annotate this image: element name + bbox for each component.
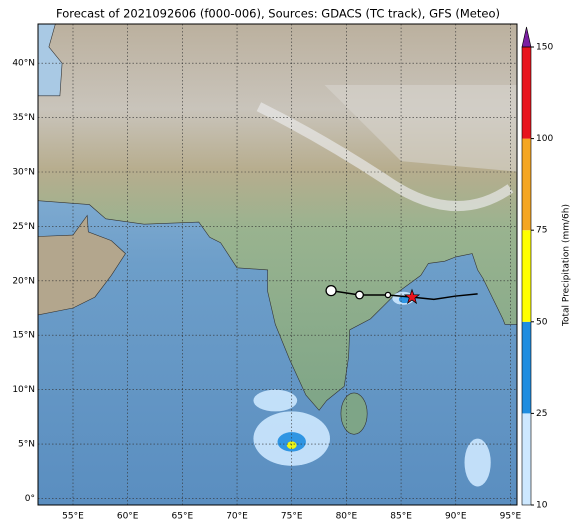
x-tick-label: 95°E [500,512,522,522]
colorbar-segment [522,413,531,505]
y-tick-label: 10°N [12,385,35,395]
title: Forecast of 2021092606 (f000-006), Sourc… [56,7,500,21]
colorbar-segment [522,321,531,414]
colorbar-frame [521,46,532,506]
x-tick-label: 60°E [117,512,139,522]
x-tick-label: 65°E [172,512,194,522]
y-tick-label: 20°N [12,276,35,286]
x-tick-label: 55°E [62,512,84,522]
x-tick-label: 80°E [336,512,358,522]
y-tick-label: 15°N [12,331,35,341]
colorbar-extend [521,26,532,48]
mountains [256,102,514,212]
y-tick-label: 25°N [12,222,35,232]
y-tick-label: 40°N [12,59,35,69]
colorbar-tick-label: 150 [536,43,553,53]
colorbar-label: Total Precipitation (mm/6h) [562,204,572,327]
colorbar-tick-label: 75 [536,226,547,236]
colorbar-segment [522,138,531,231]
colorbar-tick-label: 100 [536,134,553,144]
y-tick-label: 0° [25,494,35,504]
x-tick-label: 75°E [281,512,303,522]
track-point [355,290,364,300]
current-position [403,288,421,305]
land [38,214,126,316]
sea [38,24,63,97]
map-frame [37,23,518,506]
precipitation-area [253,389,298,412]
y-tick-label: 30°N [12,168,35,178]
colorbar-tick-label: 50 [536,317,548,327]
colorbar-segment [522,47,531,139]
y-tick-label: 35°N [12,113,35,123]
x-tick-label: 70°E [226,512,248,522]
map [38,24,517,505]
colorbar [521,26,534,506]
y-tick-label: 5°N [18,440,35,450]
colorbar-tick-label: 10 [536,501,548,511]
colorbar-tick-label: 25 [536,409,547,419]
land [340,392,368,435]
x-tick-label: 90°E [445,512,467,522]
plateau [324,84,517,172]
colorbar-segment [522,230,531,322]
precipitation-area [464,438,491,487]
x-tick-label: 85°E [390,512,412,522]
track-point [325,284,337,297]
track-point [384,291,392,299]
